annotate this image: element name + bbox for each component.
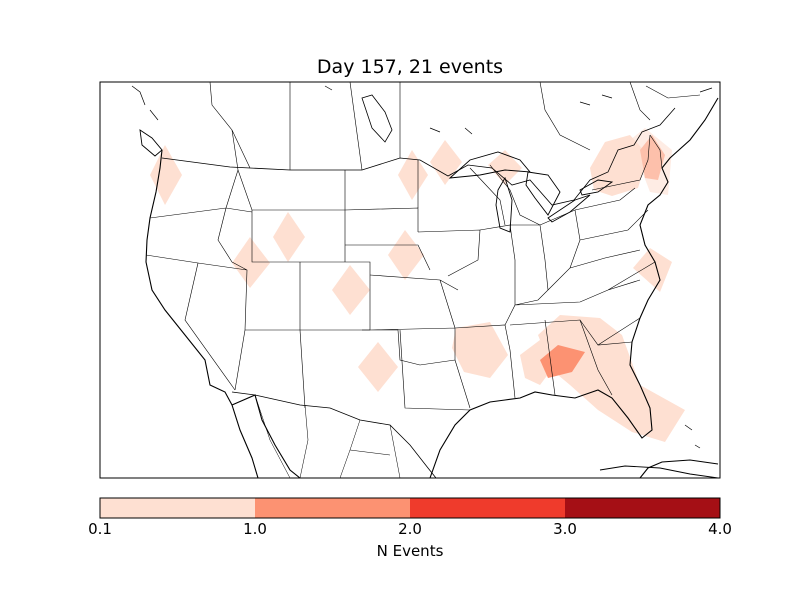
baja-coast	[231, 394, 301, 478]
lake-ontario	[579, 179, 614, 196]
bahamas	[684, 424, 701, 449]
colorbar-bin-1	[255, 498, 410, 518]
event-new-england-halo	[630, 128, 672, 195]
lake-winnipeg	[361, 94, 393, 143]
event-new-mexico	[358, 342, 398, 392]
yucatan-coast	[639, 459, 719, 478]
lake-michigan	[495, 176, 513, 233]
event-wisconsin	[430, 140, 462, 185]
event-arkansas	[452, 322, 508, 378]
event-north-carolina	[633, 248, 672, 292]
colorbar-tick-label: 2.0	[398, 520, 422, 538]
state-lines-east	[469, 134, 663, 396]
colorbar-frame	[99, 497, 721, 519]
cuba	[599, 465, 719, 478]
state-lines-central	[344, 160, 516, 411]
lake-erie	[547, 194, 591, 223]
colorbar-bin-0	[100, 498, 255, 518]
event-michigan	[488, 150, 522, 185]
canada-province-lines	[209, 82, 701, 171]
event-southeast	[538, 315, 685, 442]
event-washington	[150, 145, 182, 205]
canada-border	[161, 107, 676, 206]
west-coast	[145, 149, 259, 478]
colorbar-tick-label: 3.0	[553, 520, 577, 538]
event-idaho	[232, 237, 270, 288]
event-montana	[273, 212, 305, 262]
colorbar-label: N Events	[376, 542, 444, 560]
gulf-coast	[429, 97, 719, 478]
event-georgia	[540, 345, 585, 378]
lake-superior	[448, 151, 532, 179]
state-lines-west	[145, 129, 371, 409]
colorbar-tick-label: 0.1	[88, 520, 112, 538]
colorbar-tick-label: 4.0	[708, 520, 732, 538]
colorbar-bin-3	[565, 498, 720, 518]
map-frame	[99, 81, 721, 479]
vancouver-island	[139, 129, 163, 157]
mexico-state-lines	[254, 394, 401, 478]
event-colorado	[332, 265, 370, 315]
event-nebraska	[388, 230, 424, 280]
lake-huron	[525, 171, 561, 216]
colorbar-bin-2	[410, 498, 565, 518]
colorbar-tick-label: 1.0	[243, 520, 267, 538]
event-minnesota	[398, 150, 428, 200]
map-title: Day 157, 21 events	[316, 56, 504, 78]
northern-lakes	[131, 85, 713, 135]
